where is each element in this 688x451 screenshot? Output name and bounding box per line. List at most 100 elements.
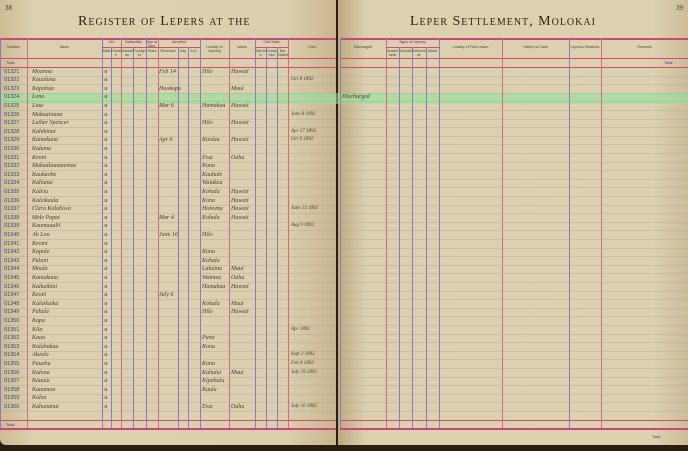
row-rule (0, 230, 336, 232)
row-name: Palani (32, 257, 48, 264)
row-number: 01354 (4, 352, 20, 359)
column-rule (0, 38, 1, 428)
row-name: Kalaikaika (32, 300, 59, 307)
row-sex: M. (104, 283, 109, 289)
row-rule (340, 402, 688, 404)
row-sex: M. (104, 77, 109, 83)
subheader-rule (255, 47, 288, 48)
row-rule (0, 75, 336, 77)
row-locality: Kona (202, 249, 216, 256)
column-header: Age at Adm. (146, 40, 158, 48)
row-name: Kaukaohe (32, 171, 57, 178)
row-rule (340, 230, 688, 232)
row-locality: Puna (202, 335, 215, 342)
column-header: Civil State (263, 40, 280, 44)
row-died: Oct 8 1892 (291, 77, 314, 83)
page-number: 39 (676, 4, 683, 12)
row-number: 01355 (4, 360, 20, 367)
total-label: Total (652, 434, 661, 439)
row-admitted: Mar 4 (159, 214, 174, 221)
row-rule (340, 256, 688, 258)
page-number: 38 (5, 4, 12, 12)
row-island: Hawaii (231, 214, 249, 221)
column-rule (102, 38, 103, 428)
row-rule (0, 170, 336, 172)
row-rule (0, 411, 336, 412)
row-island: Maui (231, 85, 244, 92)
column-subheader: Hawaiian (121, 49, 133, 57)
row-name: Luther Spencer (32, 120, 69, 127)
row-name: Kapa (32, 317, 46, 324)
row-rule (340, 325, 688, 326)
column-header: Leprous Relatives (570, 45, 600, 49)
row-locality: Kohala (202, 214, 220, 221)
row-name: Kaleikaula (32, 197, 59, 204)
column-rule (255, 38, 256, 428)
column-header: Remarks (637, 45, 652, 49)
row-rule (340, 307, 688, 309)
row-sex: M. (104, 240, 109, 246)
row-sex: M. (104, 395, 109, 401)
row-island: Oahu (231, 403, 245, 410)
row-name: Lono (32, 94, 45, 101)
row-died: Oct 9 1892 (291, 137, 314, 143)
row-rule (0, 204, 336, 206)
row-number: 01359 (4, 395, 20, 402)
row-sex: M. (104, 300, 109, 306)
row-sex: M. (104, 231, 109, 237)
row-name: Kalama (32, 145, 52, 152)
row-sex: M. (104, 206, 109, 212)
column-subheader: Unmarried (266, 49, 277, 57)
row-rule (0, 196, 336, 197)
row-number: 01341 (4, 240, 20, 247)
row-number: 01338 (4, 214, 20, 221)
row-name: Akeolo (32, 352, 49, 359)
row-name: Makaalaumaemae (32, 163, 77, 170)
column-rule (412, 47, 413, 428)
header-rule (340, 58, 688, 59)
row-rule (340, 359, 688, 361)
row-rule (0, 153, 336, 154)
row-number: 01353 (4, 343, 20, 350)
row-name: Makaainana (32, 111, 63, 118)
row-rule (0, 92, 336, 94)
row-rule (340, 196, 688, 197)
row-rule (340, 333, 688, 335)
row-name: Kaaumoa (32, 386, 56, 393)
total-label: Total (6, 422, 15, 427)
column-subheader: Female (111, 49, 121, 57)
row-name: Kolea (32, 395, 47, 402)
column-rule (229, 38, 230, 428)
row-sex: M. (104, 128, 109, 134)
row-number: 01325 (4, 102, 20, 109)
row-rule (0, 110, 336, 111)
column-header: Island (237, 45, 247, 49)
row-name: Kila (32, 326, 43, 333)
row-rule (340, 204, 688, 206)
row-island: Maui (231, 266, 244, 273)
row-rule (340, 282, 688, 283)
row-sex: M. (104, 317, 109, 323)
row-name: Pauahu (32, 360, 51, 367)
row-name: Mele Papai (32, 214, 60, 221)
row-died: Aug 9 1892 (291, 223, 315, 229)
left-page: 38 Register of Lepers at the (0, 0, 336, 445)
row-number: 01340 (4, 231, 20, 238)
row-name: Kahiana (32, 180, 53, 187)
column-rule (178, 47, 179, 428)
row-rule (340, 161, 688, 163)
row-admitted: Hookupu (159, 85, 181, 92)
row-name: Kapule (32, 249, 50, 256)
column-rule (502, 38, 503, 428)
row-number: 01333 (4, 171, 20, 178)
row-locality: Kona (202, 163, 216, 170)
row-died: Sept 2 1892 (291, 352, 315, 358)
column-rule (340, 38, 341, 428)
row-locality: Kahului (202, 369, 222, 376)
row-locality: Ewa (202, 154, 213, 161)
row-sex: M. (104, 111, 109, 117)
row-rule (0, 307, 336, 309)
total-rule (0, 67, 336, 68)
footer-rule (340, 428, 688, 430)
